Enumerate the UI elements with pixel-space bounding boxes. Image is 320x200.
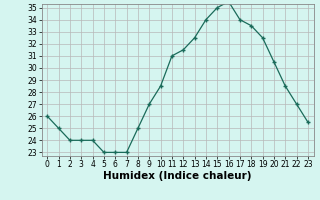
X-axis label: Humidex (Indice chaleur): Humidex (Indice chaleur) [103, 171, 252, 181]
